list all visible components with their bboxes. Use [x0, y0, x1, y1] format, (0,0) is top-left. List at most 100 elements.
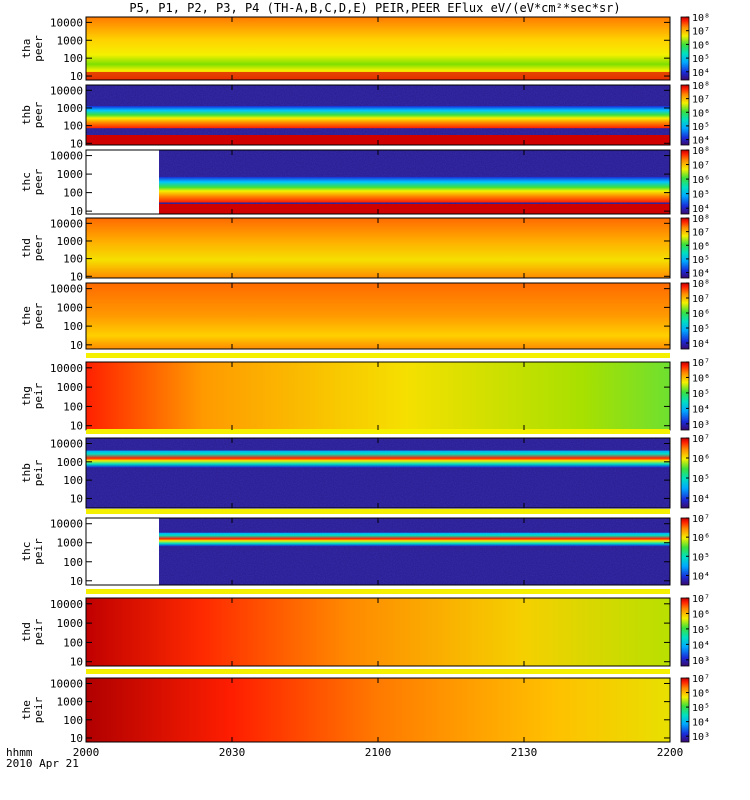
separator-bar [86, 589, 670, 594]
colorbar-tick-label: 10³ [692, 656, 710, 667]
colorbar-tick-label: 10⁴ [692, 136, 710, 147]
panel-label-quantity: peer [32, 302, 45, 329]
y-tick-label: 1000 [57, 102, 84, 115]
separator-bar [86, 429, 670, 434]
y-tick-label: 10000 [50, 438, 83, 451]
y-tick-label: 100 [63, 636, 83, 649]
spectrogram-background [86, 17, 670, 80]
colorbar-tick-label: 10⁷ [692, 594, 710, 605]
colorbar [680, 282, 690, 350]
y-tick-label: 10 [70, 732, 83, 745]
colorbar-tick-label: 10⁴ [692, 204, 710, 215]
panel-the-peer: 10 100 1000 10000 the peer 10⁴ 10⁵ 10⁶ 10⁷ 10⁸ [20, 279, 710, 352]
y-tick-label: 100 [63, 120, 83, 133]
colorbar-tick-label: 10⁶ [692, 40, 710, 51]
y-tick-label: 10 [70, 205, 83, 218]
panel-label-probe: the [20, 306, 33, 326]
panel-label-probe: thb [20, 105, 33, 125]
colorbar [680, 437, 690, 509]
colorbar-tick-label: 10⁴ [692, 339, 710, 350]
spectrogram-band [86, 532, 670, 547]
x-axis-label-time: hhmm [6, 746, 33, 759]
y-tick-label: 1000 [57, 235, 84, 248]
colorbar [680, 517, 690, 586]
y-tick-label: 1000 [57, 617, 84, 630]
separator-bar [86, 669, 670, 674]
colorbar-tick-label: 10⁷ [692, 514, 710, 525]
y-tick-label: 100 [63, 714, 83, 727]
panel-label-quantity: peer [32, 35, 45, 62]
data-gap [86, 150, 159, 214]
y-tick-label: 10 [70, 270, 83, 283]
chart-title: P5, P1, P2, P3, P4 (TH-A,B,C,D,E) PEIR,P… [129, 1, 620, 15]
colorbar-tick-label: 10⁴ [692, 494, 710, 505]
colorbar [680, 677, 690, 743]
colorbar-tick-label: 10⁷ [692, 434, 710, 445]
panel-label-quantity: peir [32, 618, 45, 645]
y-tick-label: 10 [70, 339, 83, 352]
panel-thc-peir: 10 100 1000 10000 thc peir 10⁴ 10⁵ 10⁶ 10⁷ [20, 509, 710, 588]
colorbar-tick-label: 10⁴ [692, 640, 710, 651]
colorbar-tick-label: 10⁵ [692, 625, 710, 636]
separator-bar [86, 509, 670, 514]
panel-label-quantity: peir [32, 538, 45, 565]
colorbar-tick-label: 10⁵ [692, 389, 710, 400]
x-tick-label: 2200 [657, 746, 684, 759]
colorbar-tick-label: 10⁷ [692, 95, 710, 106]
colorbar-tick-label: 10⁷ [692, 358, 710, 369]
y-tick-label: 10000 [50, 283, 83, 296]
panel-label-probe: thc [20, 542, 33, 562]
colorbar [680, 217, 690, 279]
y-tick-label: 100 [63, 52, 83, 65]
spectrogram-background [86, 218, 670, 278]
colorbar-tick-label: 10⁴ [692, 718, 710, 729]
colorbar-tick-label: 10⁷ [692, 674, 710, 685]
colorbar-tick-label: 10⁶ [692, 533, 710, 544]
panel-thb-peir: 10 100 1000 10000 thb peir 10⁴ 10⁵ 10⁶ 10⁷ [20, 429, 710, 509]
y-tick-label: 1000 [57, 168, 84, 181]
colorbar-tick-label: 10⁷ [692, 228, 710, 239]
y-tick-label: 10000 [50, 677, 83, 690]
panel-label-probe: thc [20, 172, 33, 192]
spectrogram-noise [86, 438, 670, 508]
y-tick-label: 100 [63, 556, 83, 569]
panel-the-peir: 10 100 1000 10000 the peir 10³ 10⁴ 10⁵ 10⁶ 10⁷ [20, 669, 710, 745]
y-tick-label: 10 [70, 575, 83, 588]
x-axis-label-date: 2010 Apr 21 [6, 757, 79, 770]
colorbar-tick-label: 10³ [692, 420, 710, 431]
y-tick-label: 10000 [50, 362, 83, 375]
panel-thd-peir: 10 100 1000 10000 thd peir 10³ 10⁴ 10⁵ 10⁶ 10⁷ [20, 589, 710, 669]
spectrogram-background [86, 678, 670, 742]
colorbar-tick-label: 10⁵ [692, 703, 710, 714]
panel-label-probe: thd [20, 238, 33, 258]
colorbar [680, 149, 690, 215]
y-tick-label: 10 [70, 420, 83, 433]
x-tick-label: 2000 [73, 746, 100, 759]
colorbar-tick-label: 10⁵ [692, 122, 710, 133]
colorbar-tick-label: 10⁵ [692, 255, 710, 266]
colorbar-tick-label: 10⁴ [692, 571, 710, 582]
y-tick-label: 10000 [50, 217, 83, 230]
y-tick-label: 100 [63, 253, 83, 266]
colorbar-tick-label: 10⁸ [692, 13, 710, 24]
y-tick-label: 10000 [50, 150, 83, 163]
spectrogram-background [86, 362, 670, 430]
spectrogram-background [86, 283, 670, 349]
y-tick-label: 100 [63, 320, 83, 333]
separator-bar [86, 353, 670, 358]
y-tick-label: 10000 [50, 518, 83, 531]
data-gap [86, 518, 159, 585]
colorbar-tick-label: 10³ [692, 732, 710, 743]
y-tick-label: 1000 [57, 381, 84, 394]
y-tick-label: 10000 [50, 16, 83, 29]
colorbar-tick-label: 10⁶ [692, 241, 710, 252]
y-tick-label: 10 [70, 656, 83, 669]
colorbar-tick-label: 10⁶ [692, 373, 710, 384]
colorbar [680, 84, 690, 146]
colorbar-tick-label: 10⁸ [692, 146, 710, 157]
colorbar-tick-label: 10⁵ [692, 54, 710, 65]
y-tick-label: 10 [70, 70, 83, 83]
panel-thg-peir: 10 100 1000 10000 thg peir 10³ 10⁴ 10⁵ 10⁶ 10⁷ [20, 353, 710, 433]
panel-label-quantity: peer [32, 168, 45, 195]
colorbar-tick-label: 10⁵ [692, 324, 710, 335]
